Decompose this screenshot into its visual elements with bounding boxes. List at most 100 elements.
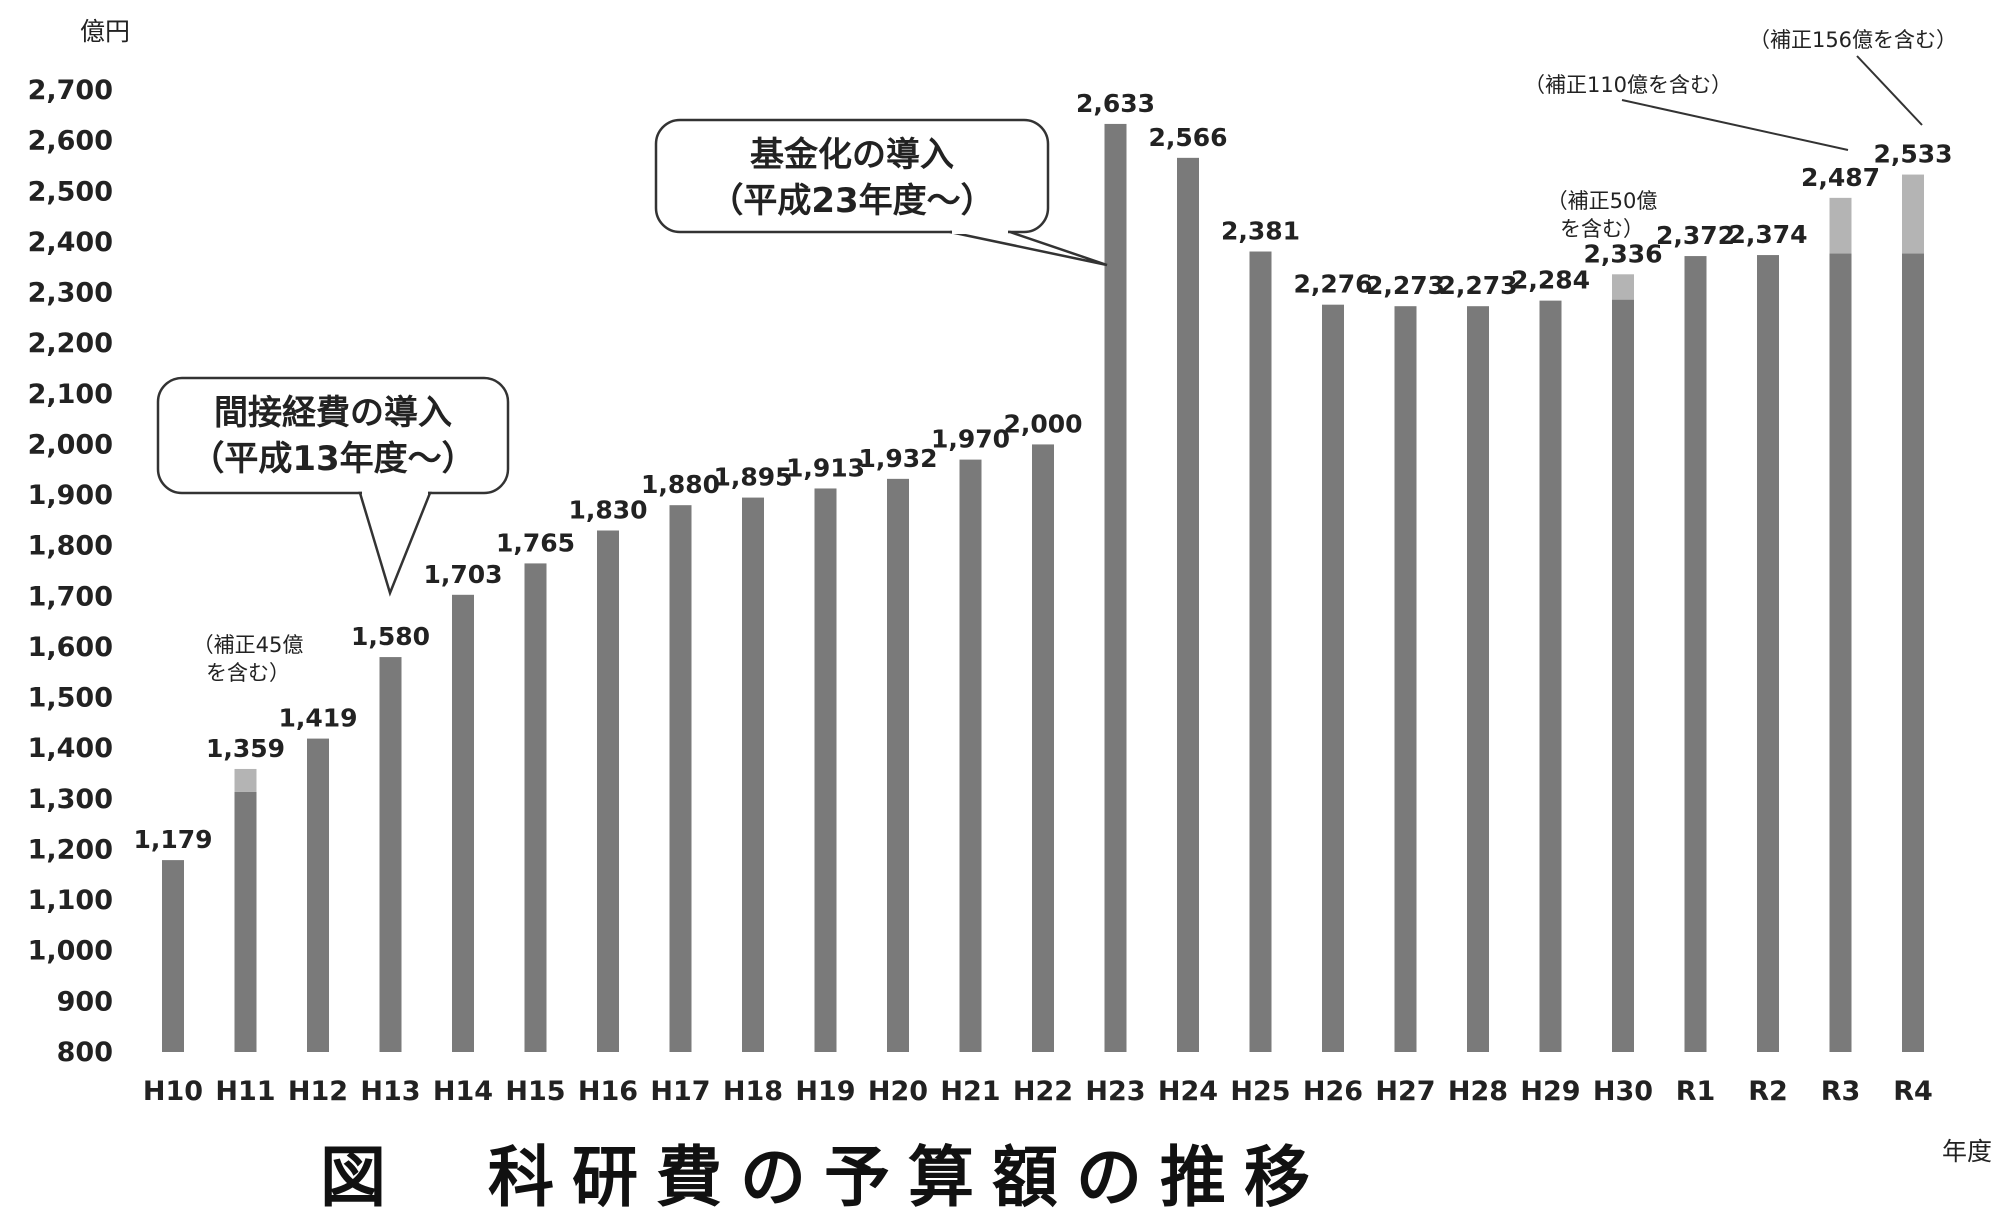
value-label-h21: 1,970 [931, 425, 1010, 454]
bar-r4 [1902, 253, 1924, 1053]
supplement-notes: （補正45億を含む）（補正50億を含む）（補正110億を含む）（補正156億を含… [193, 28, 1957, 685]
bar-h24 [1177, 157, 1199, 1052]
y-tick-label: 2,200 [28, 328, 113, 359]
value-label-h23: 2,633 [1076, 89, 1155, 118]
x-tick-label: H13 [360, 1076, 420, 1107]
value-label-h18: 1,895 [713, 463, 792, 492]
x-tick-label: H23 [1085, 1076, 1145, 1107]
y-tick-label: 2,600 [28, 126, 113, 157]
callout-box [654, 118, 1050, 234]
bar-h14 [452, 594, 474, 1052]
y-tick-label: 2,500 [28, 176, 113, 207]
x-tick-label: H29 [1520, 1076, 1580, 1107]
callout-h13: 間接経費の導入 （平成13年度〜） [156, 376, 510, 597]
value-label-h26: 2,276 [1293, 270, 1372, 299]
value-label-h22: 2,000 [1003, 409, 1082, 438]
value-label-h13: 1,580 [351, 622, 430, 651]
callouts: 間接経費の導入 （平成13年度〜） 基金化の導入 （平成23年度〜） [156, 118, 1108, 597]
y-tick-label: 1,800 [28, 531, 113, 562]
supplement-note-r4: （補正156億を含む） [1749, 28, 1957, 52]
y-tick-label: 2,700 [28, 75, 113, 106]
value-label-h29: 2,284 [1511, 266, 1590, 295]
callout-tail [949, 230, 1108, 267]
y-tick-label: 2,100 [28, 379, 113, 410]
x-tick-label: H20 [868, 1076, 928, 1107]
y-tick-label: 1,400 [28, 733, 113, 764]
value-label-h10: 1,179 [133, 825, 212, 854]
bar-h28 [1467, 306, 1489, 1052]
value-label-r1: 2,372 [1656, 221, 1735, 250]
callout-h23: 基金化の導入 （平成23年度〜） [654, 118, 1108, 267]
value-label-r2: 2,374 [1728, 220, 1807, 249]
x-tick-label: H30 [1593, 1076, 1653, 1107]
value-label-h11: 1,359 [206, 734, 285, 763]
y-tick-label: 2,000 [28, 429, 113, 460]
callout-text-line: 間接経費の導入 [214, 393, 452, 433]
bar-supplement-r3 [1829, 197, 1852, 254]
bar-h10 [162, 860, 184, 1052]
y-tick-label: 1,000 [28, 936, 113, 967]
supplement-leader-line [1856, 55, 1923, 126]
chart-caption: 図 科研費の予算額の推移 [320, 1138, 1328, 1216]
callout-text-line: 基金化の導入 [750, 135, 954, 175]
value-label-h19: 1,913 [786, 453, 865, 482]
value-label-h15: 1,765 [496, 528, 575, 557]
y-tick-label: 1,900 [28, 480, 113, 511]
value-label-h28: 2,273 [1438, 271, 1517, 300]
bar-h15 [524, 563, 547, 1052]
x-tick-label: R3 [1821, 1076, 1861, 1107]
bar-h13 [379, 657, 402, 1052]
x-tick-label: H19 [795, 1076, 855, 1107]
value-label-h25: 2,381 [1221, 217, 1300, 246]
bar-h25 [1249, 251, 1272, 1052]
x-tick-label: H11 [215, 1076, 275, 1107]
bar-r3 [1829, 253, 1852, 1053]
value-label-h27: 2,273 [1366, 271, 1445, 300]
x-tick-label: H25 [1230, 1076, 1290, 1107]
callout-tail [358, 491, 432, 597]
y-tick-label: 1,300 [28, 784, 113, 815]
y-tick-label: 2,400 [28, 227, 113, 258]
bar-supplement-h11 [234, 768, 257, 792]
y-tick-label: 1,700 [28, 581, 113, 612]
supplement-note-r3: （補正110億を含む） [1524, 73, 1732, 97]
x-tick-label: H14 [433, 1076, 493, 1107]
x-tick-label: H10 [143, 1076, 203, 1107]
supplement-note-h11: を含む） [206, 661, 290, 685]
y-axis: 800 900 1,000 1,100 1,200 1,300 1,400 1,500 1,60… [28, 75, 113, 1068]
bar-h29 [1539, 300, 1562, 1052]
callout-text-line: （平成13年度〜） [190, 439, 475, 479]
value-label-h17: 1,880 [641, 470, 720, 499]
value-label-h14: 1,703 [423, 560, 502, 589]
bar-h23 [1104, 123, 1127, 1052]
bar-r2 [1757, 255, 1779, 1052]
y-tick-label: 800 [57, 1037, 113, 1068]
x-tick-label: H24 [1158, 1076, 1218, 1107]
bar-h20 [887, 478, 909, 1052]
bar-supplement-h30 [1612, 274, 1634, 300]
callout-text-line: （平成23年度〜） [709, 181, 994, 221]
value-label-h12: 1,419 [278, 704, 357, 733]
y-tick-label: 900 [57, 986, 113, 1017]
bar-h27 [1394, 306, 1417, 1052]
x-tick-label: H12 [288, 1076, 348, 1107]
bar-supplement-r4 [1902, 174, 1924, 254]
bar-h21 [959, 459, 982, 1052]
bar-h11 [234, 791, 257, 1052]
x-tick-label: H15 [505, 1076, 565, 1107]
supplement-leader-line [1621, 99, 1849, 151]
x-tick-label: H17 [650, 1076, 710, 1107]
x-tick-label: H22 [1013, 1076, 1073, 1107]
bar-r1 [1684, 256, 1707, 1053]
x-tick-label: R2 [1748, 1076, 1788, 1107]
value-label-r4: 2,533 [1873, 140, 1952, 169]
bar-h12 [307, 738, 329, 1052]
y-tick-label: 2,300 [28, 278, 113, 309]
x-tick-label: H28 [1448, 1076, 1508, 1107]
bar-h19 [814, 488, 837, 1052]
x-tick-label: H26 [1303, 1076, 1363, 1107]
value-label-h24: 2,566 [1148, 123, 1227, 152]
y-tick-label: 1,500 [28, 683, 113, 714]
x-tick-label: H16 [578, 1076, 638, 1107]
